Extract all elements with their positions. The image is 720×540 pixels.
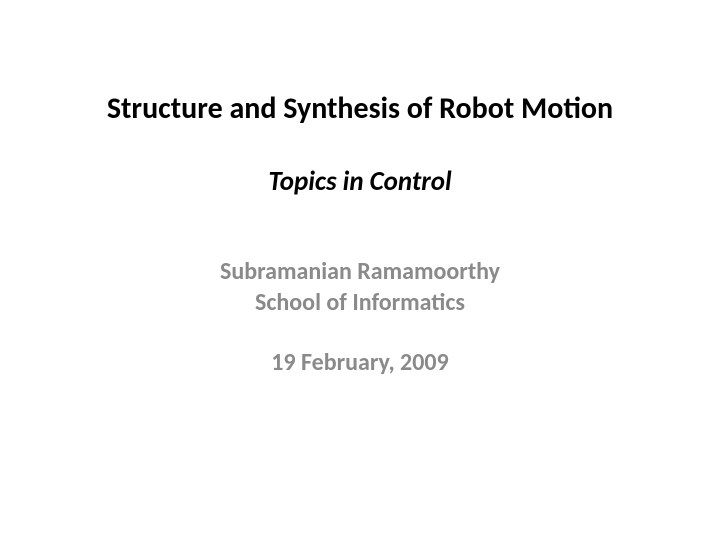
slide-title: Structure and Synthesis of Robot Motion — [107, 90, 613, 127]
slide-container: Structure and Synthesis of Robot Motion … — [0, 0, 720, 540]
author-name: Subramanian Ramamoorthy — [220, 256, 500, 287]
author-affiliation: School of Informatics — [220, 287, 500, 318]
slide-subtitle: Topics in Control — [268, 165, 451, 198]
author-block: Subramanian Ramamoorthy School of Inform… — [220, 256, 500, 377]
slide-date: 19 February, 2009 — [220, 348, 500, 377]
